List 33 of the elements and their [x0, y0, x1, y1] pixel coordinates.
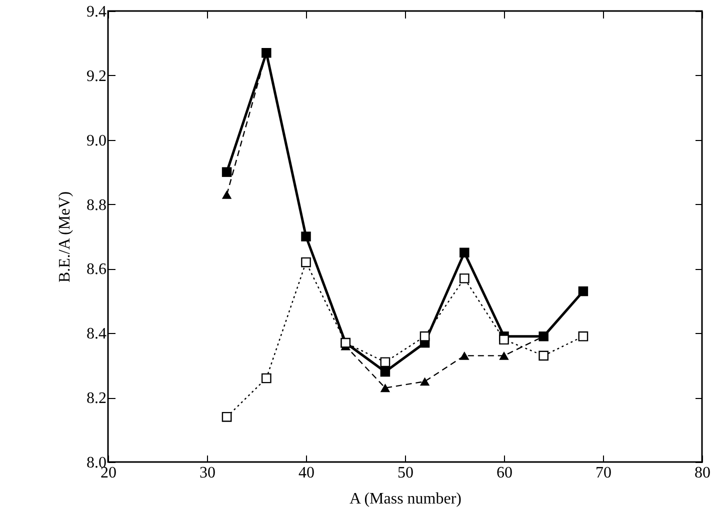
point	[420, 377, 430, 386]
y-tick-label: 9.2	[86, 68, 106, 85]
y-tick-label: 8.6	[86, 261, 106, 278]
y-tick-label: 8.8	[86, 196, 106, 214]
x-tick-label: 30	[200, 464, 216, 482]
point	[380, 366, 390, 377]
x-tick-label: 60	[496, 464, 512, 482]
point	[222, 190, 232, 199]
point	[301, 257, 311, 268]
point	[499, 334, 509, 345]
point	[578, 286, 588, 296]
y-tick-label: 9.0	[86, 132, 106, 150]
point	[460, 351, 470, 360]
y-axis-title: B.E./A (MeV)	[56, 191, 74, 283]
x-tick-label: 70	[596, 464, 612, 482]
x-axis-title: A (Mass number)	[350, 490, 462, 508]
x-tick-label: 80	[694, 464, 710, 482]
point	[380, 357, 390, 368]
point	[222, 167, 232, 177]
point	[222, 412, 232, 422]
y-tick-label: 8.2	[86, 390, 106, 408]
x-tick-label: 50	[398, 464, 414, 482]
y-tick-label: 8.4	[86, 326, 106, 343]
point	[460, 248, 470, 258]
point	[380, 384, 390, 392]
y-tick-label: 9.4	[86, 4, 106, 20]
point	[420, 331, 430, 342]
x-tick-label: 40	[298, 464, 314, 482]
point	[499, 351, 509, 360]
point	[538, 350, 549, 361]
point	[261, 373, 272, 384]
point	[459, 273, 470, 284]
point	[578, 331, 588, 342]
